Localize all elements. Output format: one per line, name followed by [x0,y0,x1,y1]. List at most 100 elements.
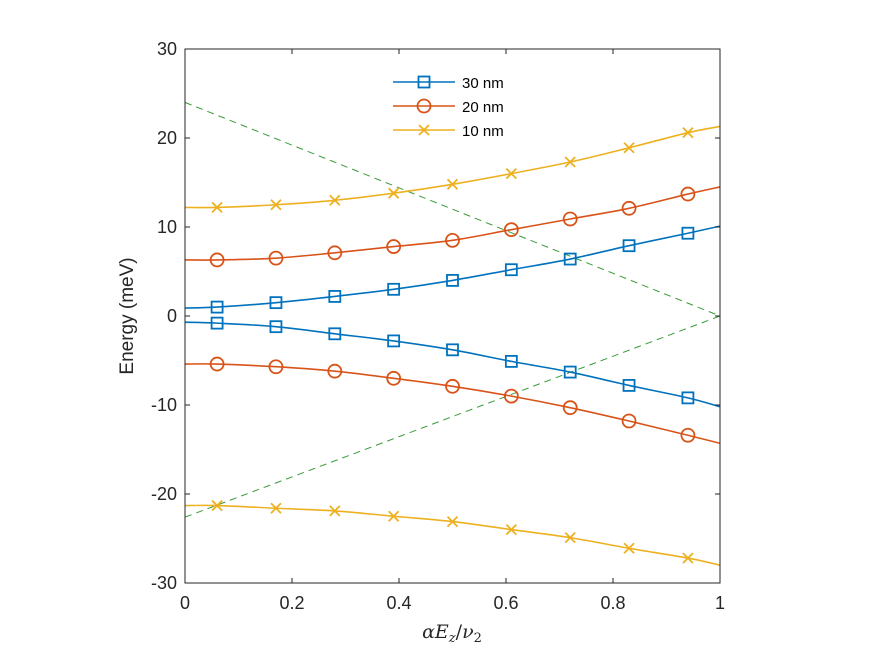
data-point-circle [209,252,225,268]
data-point-square [504,263,518,277]
legend-item-10nm: 10 nm [393,123,504,140]
data-point-square [210,316,224,330]
plot-area [185,101,720,566]
series-30nm-1 [185,316,720,408]
data-point-x [564,531,576,544]
x-tick-label: 0.4 [386,593,411,613]
x-tick-label: 0.6 [493,593,518,613]
y-tick-label: -10 [151,395,177,415]
data-point-x [623,542,635,554]
series-10nm-4 [185,125,720,214]
data-point-circle [209,356,225,372]
y-tick-label: 20 [157,128,177,148]
x-tick-label: 0.8 [600,593,625,613]
data-point-circle [268,359,284,375]
series-line [185,363,720,445]
data-point-x [270,502,282,514]
data-point-x [446,515,459,528]
data-point-square [328,327,342,341]
data-point-circle [562,211,578,227]
data-point-square [210,300,224,314]
legend-marker-x [418,124,430,136]
data-point-x [505,167,517,180]
data-point-square [446,343,459,357]
data-point-x [211,201,223,214]
xlabel-2: 2 [474,631,482,646]
data-point-circle [268,250,284,266]
legend-marker-circle [416,98,432,114]
legend-item-30nm: 30 nm [393,75,504,92]
y-tick-label: -30 [151,573,177,593]
y-tick-label: -20 [151,484,177,504]
data-point-circle [621,200,637,216]
data-point-square [446,273,459,287]
xlabel-slash: / [456,621,463,643]
data-point-square [269,296,283,310]
legend: 30 nm 20 nm 10 nm [393,75,504,140]
series-group [185,101,720,566]
data-point-x [505,523,517,536]
series-20nm-2 [185,186,720,268]
data-point-circle [327,245,343,261]
data-point-square [563,252,577,266]
data-point-x [682,127,694,139]
series-10nm-5 [185,499,720,566]
data-point-circle [503,222,519,238]
series-20nm-3 [185,356,720,445]
legend-label: 20 nm [462,99,504,116]
data-point-x [329,194,341,206]
data-point-square [328,290,342,303]
data-point-x [388,187,400,199]
data-point-circle [680,427,696,443]
data-point-circle [503,388,519,404]
y-tick-label: 30 [157,39,177,59]
x-tick-label: 0 [180,593,190,613]
y-tick-label: 0 [167,306,177,326]
legend-item-20nm: 20 nm [393,98,504,116]
x-tick-label: 1 [715,593,725,613]
y-tick-label: 10 [157,217,177,237]
xlabel-z: z [448,631,456,646]
data-point-x [329,505,341,517]
data-point-circle [680,186,696,202]
data-point-square [622,379,636,392]
data-point-circle [621,413,637,429]
legend-label: 30 nm [462,75,504,92]
legend-marker-square [417,75,431,89]
data-point-x [270,199,282,211]
x-axis-title: αEz/ν2 [422,621,482,646]
axes: 0 0.2 0.4 0.6 0.8 1 -30 -20 -10 0 10 20 30 [151,39,725,613]
data-point-square [387,334,401,348]
data-point-circle [445,232,460,248]
x-tick-label: 0.2 [279,593,304,613]
data-point-square [504,354,518,368]
data-point-square [622,239,636,253]
xlabel-alpha: α [422,621,435,643]
data-point-circle [327,363,343,379]
data-point-square [269,320,283,334]
xlabel-E: E [434,621,449,643]
data-point-x [564,156,576,168]
y-axis-title: Energy (meV) [117,257,138,374]
data-point-circle [562,400,578,416]
data-point-x [388,510,400,522]
data-point-x [682,552,694,564]
data-point-x [446,178,459,190]
data-point-circle [445,378,460,394]
data-point-x [623,142,635,154]
legend-label: 10 nm [462,123,504,140]
data-point-x [211,499,223,512]
series-line [185,225,720,309]
xlabel-nu: ν [462,621,474,643]
data-point-circle [386,370,402,386]
data-point-square [681,226,695,240]
series-30nm-0 [185,225,720,314]
data-point-square [387,282,401,296]
series-line [185,321,720,408]
upper-asymptote-line [185,101,720,317]
data-point-square [681,391,695,405]
data-point-circle [386,239,402,254]
series-line [185,186,720,261]
